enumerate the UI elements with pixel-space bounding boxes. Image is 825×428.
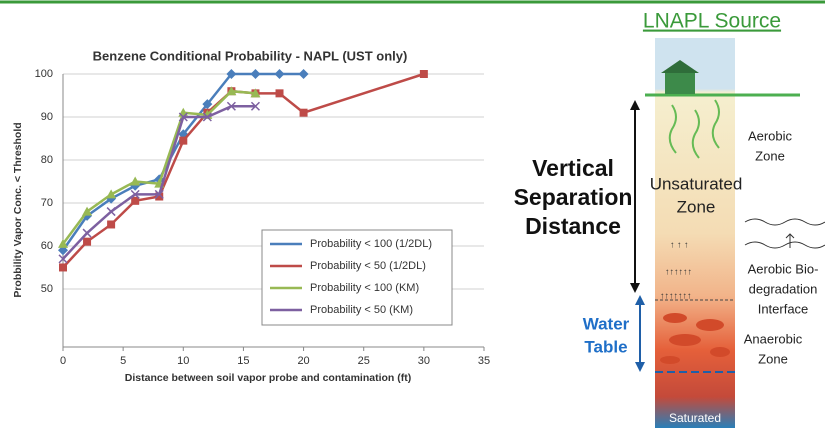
marker [419,70,428,78]
legend-label: Probability < 100 (KM) [310,282,419,294]
marker [250,69,261,79]
x-tick-label: 15 [237,355,249,367]
chart-title: Benzene Conditional Probability - NAPL (… [93,48,408,63]
marker [299,108,308,117]
marker [178,112,188,122]
anaerobic-label: Zone [758,351,788,366]
marker [226,86,237,96]
marker [226,101,236,111]
marker [59,263,67,272]
y-tick-label: 50 [41,283,53,295]
unsaturated-label: Unsaturated [650,174,743,193]
marker [83,237,92,246]
marker [275,89,284,98]
interface-label: degradation [749,281,818,296]
y-axis-label: Probbility Vapor Conc. < Threshold [12,122,24,297]
dots: ↑ ↑ ↑↑↑↑↑↑↑↑↑↑↑↑↑↑ [660,239,692,300]
series-line [62,72,425,269]
diagram: ↑ ↑ ↑↑↑↑↑↑↑↑↑↑↑↑↑↑ LNAPL SourceVerticalS… [514,10,825,428]
series-line [61,89,256,245]
marker [274,69,285,79]
separation-label: Distance [525,213,621,239]
marker [131,196,140,205]
aerobic-label: Zone [755,148,785,163]
y-tick-label: 80 [41,154,53,166]
x-tick-label: 20 [297,355,309,367]
arrowhead [630,283,640,293]
water-table-label: Table [584,337,627,356]
marker [250,88,261,98]
marker [202,99,213,110]
arrows-down [668,99,720,159]
legend-label: Probability < 50 (1/2DL) [310,260,426,272]
y-tick-label: 60 [41,240,53,252]
marker [202,112,212,122]
marker [155,192,164,201]
x-tick-label: 35 [478,355,490,367]
marker [58,254,68,264]
marker [82,228,92,238]
svg-text:↑↑↑↑↑↑↑: ↑↑↑↑↑↑↑ [660,290,692,300]
unsaturated-label: Zone [677,197,716,216]
interface-label: Interface [758,301,809,316]
y-tick-label: 100 [35,68,53,80]
blobs [660,313,730,364]
y-tick-label: 70 [41,197,53,209]
arrowhead [635,362,645,372]
legend-label: Probability < 100 (1/2DL) [310,238,432,250]
anaerobic-label: Anaerobic [744,331,803,346]
water-table-label: Water [583,314,630,333]
waves [744,218,825,249]
house [665,72,695,94]
x-tick-label: 30 [418,355,430,367]
marker [130,189,140,199]
x-tick-label: 25 [358,355,370,367]
roof [661,60,699,73]
y-tick-label: 90 [41,111,53,123]
interface-label: Aerobic Bio- [748,261,819,276]
marker [107,220,116,229]
marker [250,101,260,111]
arrowhead [635,295,645,305]
aerobic-label: Aerobic [748,128,793,143]
svg-text:↑↑↑↑↑↑: ↑↑↑↑↑↑ [665,266,692,276]
marker [298,69,309,79]
saturated-label: Saturated [669,411,721,425]
marker [226,69,237,79]
diagram-title: LNAPL Source [643,10,781,33]
arrowhead [630,100,640,110]
x-tick-label: 5 [120,355,126,367]
marker [58,238,68,248]
marker [106,189,117,199]
x-tick-label: 10 [177,355,189,367]
svg-text:↑ ↑ ↑: ↑ ↑ ↑ [670,239,689,249]
x-tick-label: 0 [60,355,66,367]
marker [82,206,93,216]
separation-label: Vertical [532,155,614,181]
separation-label: Separation [514,184,633,210]
legend-label: Probability < 50 (KM) [310,304,413,316]
marker [179,136,188,145]
chart: Benzene Conditional Probability - NAPL (… [12,48,490,383]
marker [154,189,164,199]
marker [106,207,116,217]
x-axis-label: Distance between soil vapor probe and co… [125,372,411,384]
marker [130,176,141,186]
